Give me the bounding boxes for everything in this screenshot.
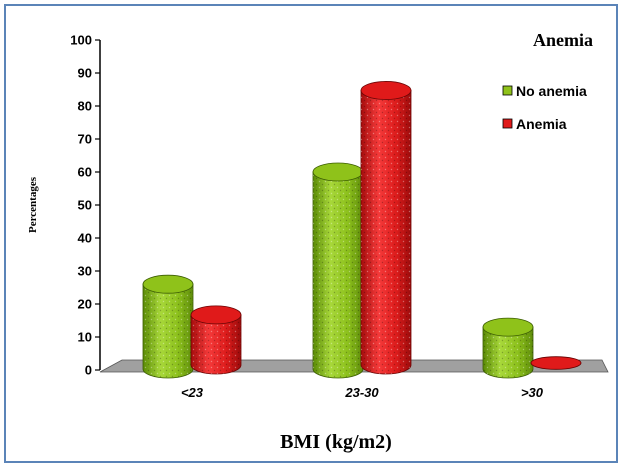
y-tick-label: 30 xyxy=(78,264,92,279)
bar-anemia-0 xyxy=(190,305,242,375)
y-tick-label: 70 xyxy=(78,132,92,147)
bars-layer xyxy=(142,81,582,379)
bar-top xyxy=(142,274,194,294)
bar-texture xyxy=(361,90,411,374)
y-tick-label: 60 xyxy=(78,165,92,180)
legend-label-anemia: Anemia xyxy=(516,116,567,132)
y-tick-label: 80 xyxy=(78,99,92,114)
y-tick-label: 40 xyxy=(78,231,92,246)
x-tick-label: >30 xyxy=(521,385,544,400)
x-tick-labels: <23 23-30 >30 xyxy=(181,385,544,400)
bar-texture xyxy=(143,284,193,378)
y-axis-label: Percentages xyxy=(27,176,39,233)
bar-top xyxy=(482,317,534,337)
bar-texture xyxy=(191,314,241,374)
bar-no-anemia-1 xyxy=(312,162,364,379)
bar-anemia-1 xyxy=(360,81,412,375)
bar-anemia-2 xyxy=(530,356,582,370)
legend-swatch-anemia xyxy=(502,118,513,129)
y-tick-label: 50 xyxy=(78,198,92,213)
chart-frame xyxy=(4,4,618,463)
chart-title: Anemia xyxy=(533,30,593,50)
y-tick-label: 0 xyxy=(85,363,92,378)
axis-layer: 0 10 20 30 40 50 60 70 80 90 100 xyxy=(70,33,101,378)
bar-top xyxy=(360,81,412,100)
bar-top xyxy=(312,162,364,182)
legend: No anemia Anemia xyxy=(502,83,587,132)
bar-texture xyxy=(313,172,363,378)
y-tick-label: 100 xyxy=(70,33,92,48)
bar-no-anemia-2 xyxy=(482,317,534,379)
bar-top xyxy=(190,305,242,325)
y-tick-label: 10 xyxy=(78,330,92,345)
x-tick-label: <23 xyxy=(181,385,204,400)
bar-no-anemia-0 xyxy=(142,274,194,379)
y-tick-label: 20 xyxy=(78,297,92,312)
x-axis-label: BMI (kg/m2) xyxy=(280,431,392,453)
bar-top xyxy=(530,356,582,370)
legend-label-no-anemia: No anemia xyxy=(516,83,587,99)
legend-swatch-no-anemia xyxy=(502,85,513,96)
bar-texture xyxy=(483,327,533,378)
x-tick-label: 23-30 xyxy=(344,385,379,400)
y-tick-label: 90 xyxy=(78,66,92,81)
